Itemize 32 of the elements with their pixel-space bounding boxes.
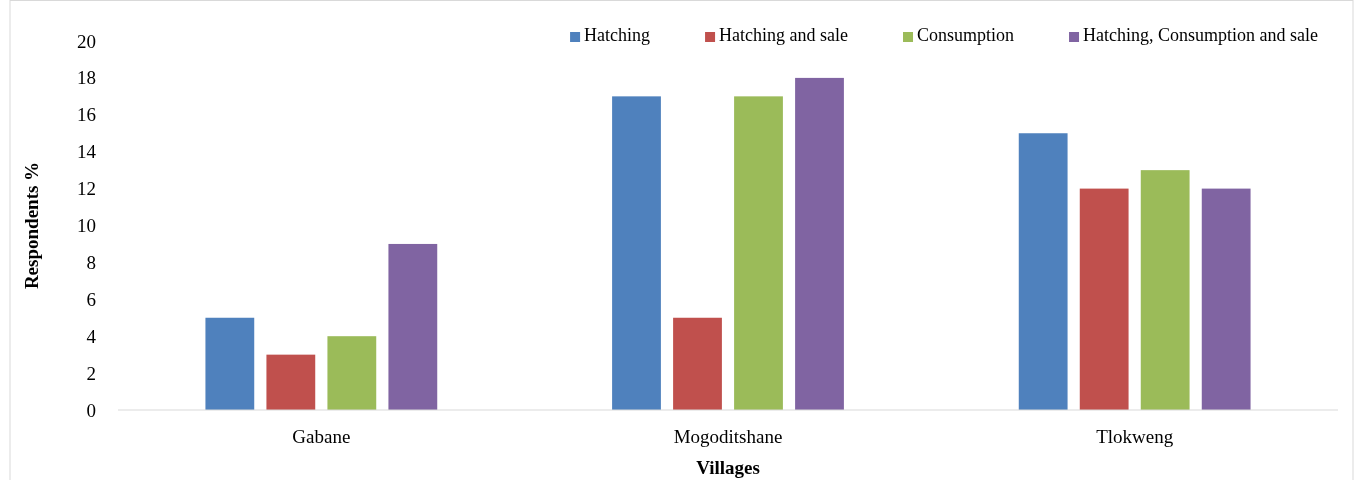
y-tick-label: 20: [77, 30, 96, 52]
y-tick-label: 14: [77, 141, 97, 163]
legend-label: Hatching: [584, 25, 651, 45]
bar: [327, 336, 377, 410]
y-axis-title: Respondents %: [21, 161, 42, 290]
y-tick-label: 16: [77, 104, 96, 126]
y-tick-label: 6: [86, 288, 96, 310]
bar: [205, 317, 255, 410]
x-tick-label: Mogoditshane: [673, 426, 783, 448]
x-tick-label: Gabane: [292, 426, 351, 448]
bar: [266, 354, 316, 410]
legend-label: Hatching and sale: [719, 25, 849, 45]
bar: [388, 243, 438, 410]
bar: [734, 96, 783, 410]
bar: [673, 317, 722, 410]
bar: [795, 77, 844, 410]
legend-label: Hatching, Consumption and sale: [1083, 25, 1319, 45]
x-axis-title: Villages: [696, 457, 760, 478]
y-tick-label: 10: [77, 215, 96, 237]
y-tick-label: 12: [77, 178, 96, 200]
y-tick-label: 4: [86, 325, 97, 347]
bar: [1018, 133, 1068, 410]
bar: [1079, 188, 1129, 410]
legend-label: Consumption: [917, 25, 1015, 45]
y-tick-label: 8: [86, 251, 96, 273]
bar: [612, 96, 661, 410]
x-tick-label: Tlokweng: [1096, 426, 1174, 448]
bar: [1140, 170, 1190, 410]
y-tick-label: 0: [86, 399, 96, 421]
y-tick-label: 2: [86, 362, 96, 384]
bar: [1201, 188, 1251, 410]
y-tick-label: 18: [77, 67, 96, 89]
